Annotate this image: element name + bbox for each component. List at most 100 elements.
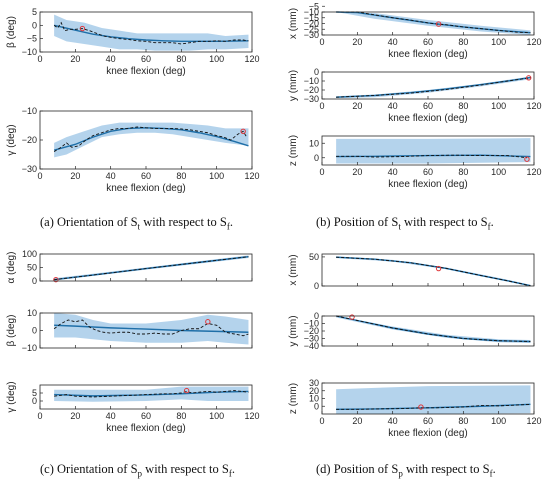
x-tick-label: 80 xyxy=(176,54,186,64)
measured-line xyxy=(336,77,531,98)
fit-line xyxy=(54,390,249,397)
fit-line xyxy=(336,256,531,287)
x-tick-label: 120 xyxy=(244,54,259,64)
highlight-marker xyxy=(418,404,424,410)
x-tick-label: 0 xyxy=(319,37,324,47)
y-axis-label: z (mm) xyxy=(288,135,299,166)
y-tick-label: −10 xyxy=(304,76,319,86)
highlight-marker xyxy=(435,21,442,27)
y-tick-label: −10 xyxy=(22,47,37,57)
x-tick-label: 40 xyxy=(388,167,398,177)
y-tick-label: −20 xyxy=(22,135,37,145)
caption-c: (c) Orientation of Sp with respect to Sf… xyxy=(40,462,235,479)
fit-line xyxy=(53,127,249,151)
y-axis-label: β (deg) xyxy=(6,315,17,347)
x-tick-label: 80 xyxy=(176,171,186,181)
y-tick-label: 0 xyxy=(314,401,319,411)
y-tick-label: 0 xyxy=(32,20,37,30)
highlight-marker xyxy=(205,319,211,325)
x-tick-label: 60 xyxy=(141,411,151,421)
x-tick-label: 20 xyxy=(352,101,362,111)
subplot-d2: −40 −20 0 −30 −10 y (mm) xyxy=(288,311,535,351)
y-tick-label: −5 xyxy=(309,1,319,11)
y-tick-label: 0 xyxy=(314,311,319,321)
x-tick-label: 80 xyxy=(458,101,468,111)
x-tick-label: 20 xyxy=(70,171,80,181)
x-tick-label: 0 xyxy=(37,54,42,64)
x-axis-label: knee flexion (deg) xyxy=(388,113,468,124)
subplot-d1: 0 50 x (mm) xyxy=(288,252,535,291)
y-tick-label: −30 xyxy=(304,334,319,344)
caption-d: (d) Position of Sp with respect to Sf. xyxy=(316,462,496,479)
x-tick-label: 60 xyxy=(141,54,151,64)
y-tick-label: −20 xyxy=(304,85,319,95)
x-tick-label: 0 xyxy=(319,167,324,177)
x-tick-label: 20 xyxy=(70,411,80,421)
y-tick-label: −5 xyxy=(27,34,37,44)
highlight-marker xyxy=(524,156,530,162)
x-tick-label: 120 xyxy=(526,37,541,47)
fit-line xyxy=(336,76,531,98)
caption-b: (b) Position of St with respect to Sf. xyxy=(316,215,494,232)
y-axis-label: z (mm) xyxy=(288,383,299,414)
x-tick-label: 100 xyxy=(209,411,224,421)
y-tick-label: −30 xyxy=(304,30,319,40)
subplot-b3: 0 20 40 60 80 100 120 0 10 knee flexion (deg) z (m… xyxy=(288,135,542,190)
subplot-c1: 0 50 100 α (deg) xyxy=(6,249,253,286)
y-axis-label: β (deg) xyxy=(6,16,17,48)
x-axis-label: knee flexion (deg) xyxy=(106,423,186,434)
confidence-band xyxy=(336,138,531,164)
y-tick-label: 0 xyxy=(314,281,319,291)
x-tick-label: 40 xyxy=(106,411,116,421)
y-axis-label: x (mm) xyxy=(288,8,299,39)
x-tick-label: 100 xyxy=(491,416,506,426)
x-tick-label: 40 xyxy=(106,54,116,64)
x-tick-label: 20 xyxy=(352,37,362,47)
x-tick-label: 80 xyxy=(458,37,468,47)
x-tick-label: 100 xyxy=(491,37,506,47)
x-tick-label: 120 xyxy=(244,171,259,181)
y-tick-label: 50 xyxy=(27,263,37,273)
y-axis-label: y (mm) xyxy=(288,315,299,346)
measured-line xyxy=(54,390,249,398)
subplot-a2: 0 20 40 60 80 100 120 −30 −20 −10 knee flexion (de… xyxy=(6,106,260,194)
x-tick-label: 0 xyxy=(37,171,42,181)
x-tick-label: 100 xyxy=(209,54,224,64)
confidence-band xyxy=(54,122,249,158)
subplot-b1: 0 20 40 60 80 100 120 −30−20 −10 −25−15 −5 knee fle… xyxy=(288,1,542,60)
y-axis-label: γ (deg) xyxy=(6,381,17,412)
x-tick-label: 60 xyxy=(141,171,151,181)
confidence-band xyxy=(336,76,531,99)
y-tick-label: 100 xyxy=(22,249,37,259)
y-tick-label: 50 xyxy=(309,252,319,262)
x-axis-label: knee flexion (deg) xyxy=(106,66,186,77)
x-tick-label: 120 xyxy=(526,101,541,111)
y-tick-label: 0 xyxy=(314,67,319,77)
y-tick-label: −20 xyxy=(304,19,319,29)
x-tick-label: 120 xyxy=(526,167,541,177)
y-tick-label: 10 xyxy=(309,138,319,148)
highlight-marker xyxy=(79,25,86,32)
y-tick-label: −30 xyxy=(22,164,37,174)
y-axis-label: y (mm) xyxy=(288,70,299,101)
x-tick-label: 120 xyxy=(244,411,259,421)
x-tick-label: 0 xyxy=(319,101,324,111)
highlight-marker xyxy=(435,265,442,272)
y-tick-label: −20 xyxy=(304,326,319,336)
y-tick-label: −15 xyxy=(304,13,319,23)
x-tick-label: 100 xyxy=(209,171,224,181)
highlight-marker xyxy=(53,276,59,283)
axes-frame xyxy=(321,71,535,100)
x-tick-label: 40 xyxy=(388,416,398,426)
y-tick-label: 0 xyxy=(314,153,319,163)
highlight-marker xyxy=(240,128,246,135)
x-axis-label: knee flexion (deg) xyxy=(388,428,468,439)
x-tick-label: 0 xyxy=(319,416,324,426)
y-tick-label: 0 xyxy=(32,326,37,336)
y-tick-label: 20 xyxy=(309,386,319,396)
